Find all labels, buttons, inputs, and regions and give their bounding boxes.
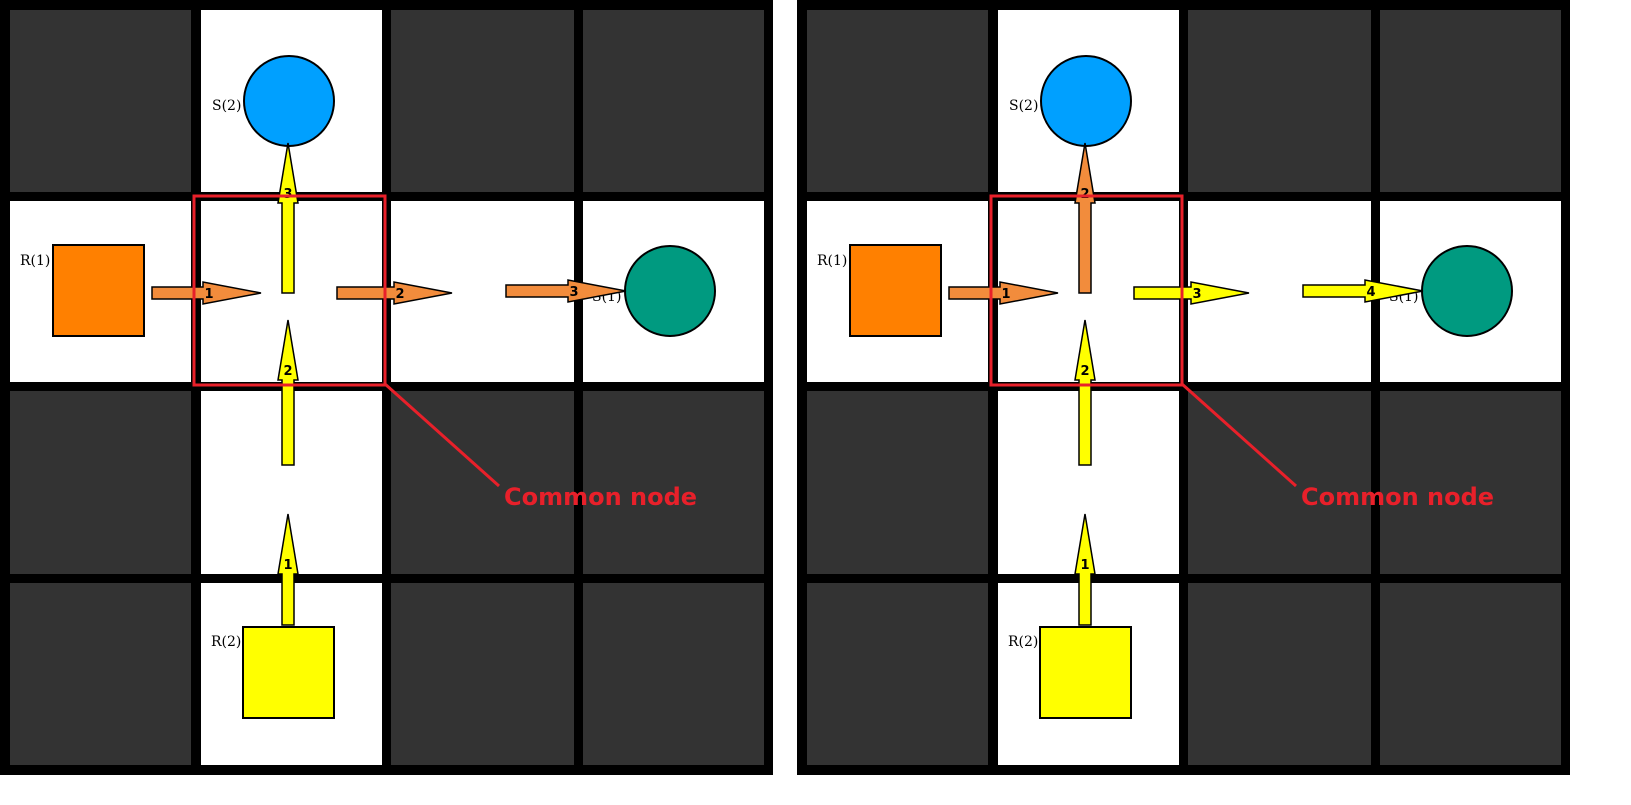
common-node-highlight xyxy=(192,194,387,387)
yellow-arrow-3-number: 3 xyxy=(1192,287,1201,302)
yellow-arrow-2: 2 xyxy=(1074,319,1096,466)
blocked-cell-0-2 xyxy=(1188,10,1371,192)
blocked-cell-3-3 xyxy=(583,583,764,765)
label-r1: R(1) xyxy=(20,253,50,269)
blocked-cell-3-3 xyxy=(1380,583,1561,765)
blocked-cell-2-3 xyxy=(1380,391,1561,574)
yellow-arrow-3: 3 xyxy=(1133,281,1250,305)
receiver-r2-square xyxy=(1039,626,1132,719)
blocked-cell-2-2 xyxy=(1188,391,1371,574)
sender-s1-circle xyxy=(1421,245,1513,337)
blocked-cell-2-0 xyxy=(807,391,988,574)
sender-s2-circle xyxy=(243,55,335,147)
blocked-cell-3-0 xyxy=(10,583,191,765)
yellow-arrow-1-number: 1 xyxy=(283,558,292,573)
receiver-r1-square xyxy=(849,244,942,337)
label-s2: S(2) xyxy=(212,98,241,114)
receiver-r2-square xyxy=(242,626,335,719)
orange-arrow-1-number: 1 xyxy=(1001,287,1010,302)
yellow-arrow-4-number: 4 xyxy=(1366,285,1375,300)
orange-arrow-3-number: 3 xyxy=(569,285,578,300)
blocked-cell-0-2 xyxy=(391,10,574,192)
yellow-arrow-2: 2 xyxy=(277,319,299,466)
callout-line xyxy=(1180,382,1298,488)
yellow-arrow-1: 1 xyxy=(1074,513,1096,626)
callout-line xyxy=(383,382,501,488)
label-r2: R(2) xyxy=(211,634,241,650)
blocked-cell-0-3 xyxy=(583,10,764,192)
orange-arrow-2-number: 2 xyxy=(395,287,404,302)
orange-arrow-1: 1 xyxy=(151,281,262,305)
label-r2: R(2) xyxy=(1008,634,1038,650)
sender-s2-circle xyxy=(1040,55,1132,147)
orange-arrow-3: 3 xyxy=(505,279,627,303)
blocked-cell-0-3 xyxy=(1380,10,1561,192)
yellow-arrow-2-number: 2 xyxy=(1080,364,1089,379)
orange-arrow-1-number: 1 xyxy=(204,287,213,302)
common-node-highlight xyxy=(989,194,1184,387)
orange-arrow-2: 2 xyxy=(336,281,453,305)
label-s2: S(2) xyxy=(1009,98,1038,114)
blocked-cell-3-0 xyxy=(807,583,988,765)
blocked-cell-3-2 xyxy=(1188,583,1371,765)
yellow-arrow-4: 4 xyxy=(1302,279,1424,303)
receiver-r1-square xyxy=(52,244,145,337)
sender-s1-circle xyxy=(624,245,716,337)
common-node-label: Common node xyxy=(1301,483,1494,511)
blocked-cell-0-0 xyxy=(10,10,191,192)
blocked-cell-2-3 xyxy=(583,391,764,574)
yellow-arrow-1-number: 1 xyxy=(1080,558,1089,573)
blocked-cell-3-2 xyxy=(391,583,574,765)
yellow-arrow-2-number: 2 xyxy=(283,364,292,379)
label-r1: R(1) xyxy=(817,253,847,269)
blocked-cell-0-0 xyxy=(807,10,988,192)
blocked-cell-2-2 xyxy=(391,391,574,574)
yellow-arrow-1: 1 xyxy=(277,513,299,626)
common-node-label: Common node xyxy=(504,483,697,511)
blocked-cell-2-0 xyxy=(10,391,191,574)
orange-arrow-1: 1 xyxy=(948,281,1059,305)
